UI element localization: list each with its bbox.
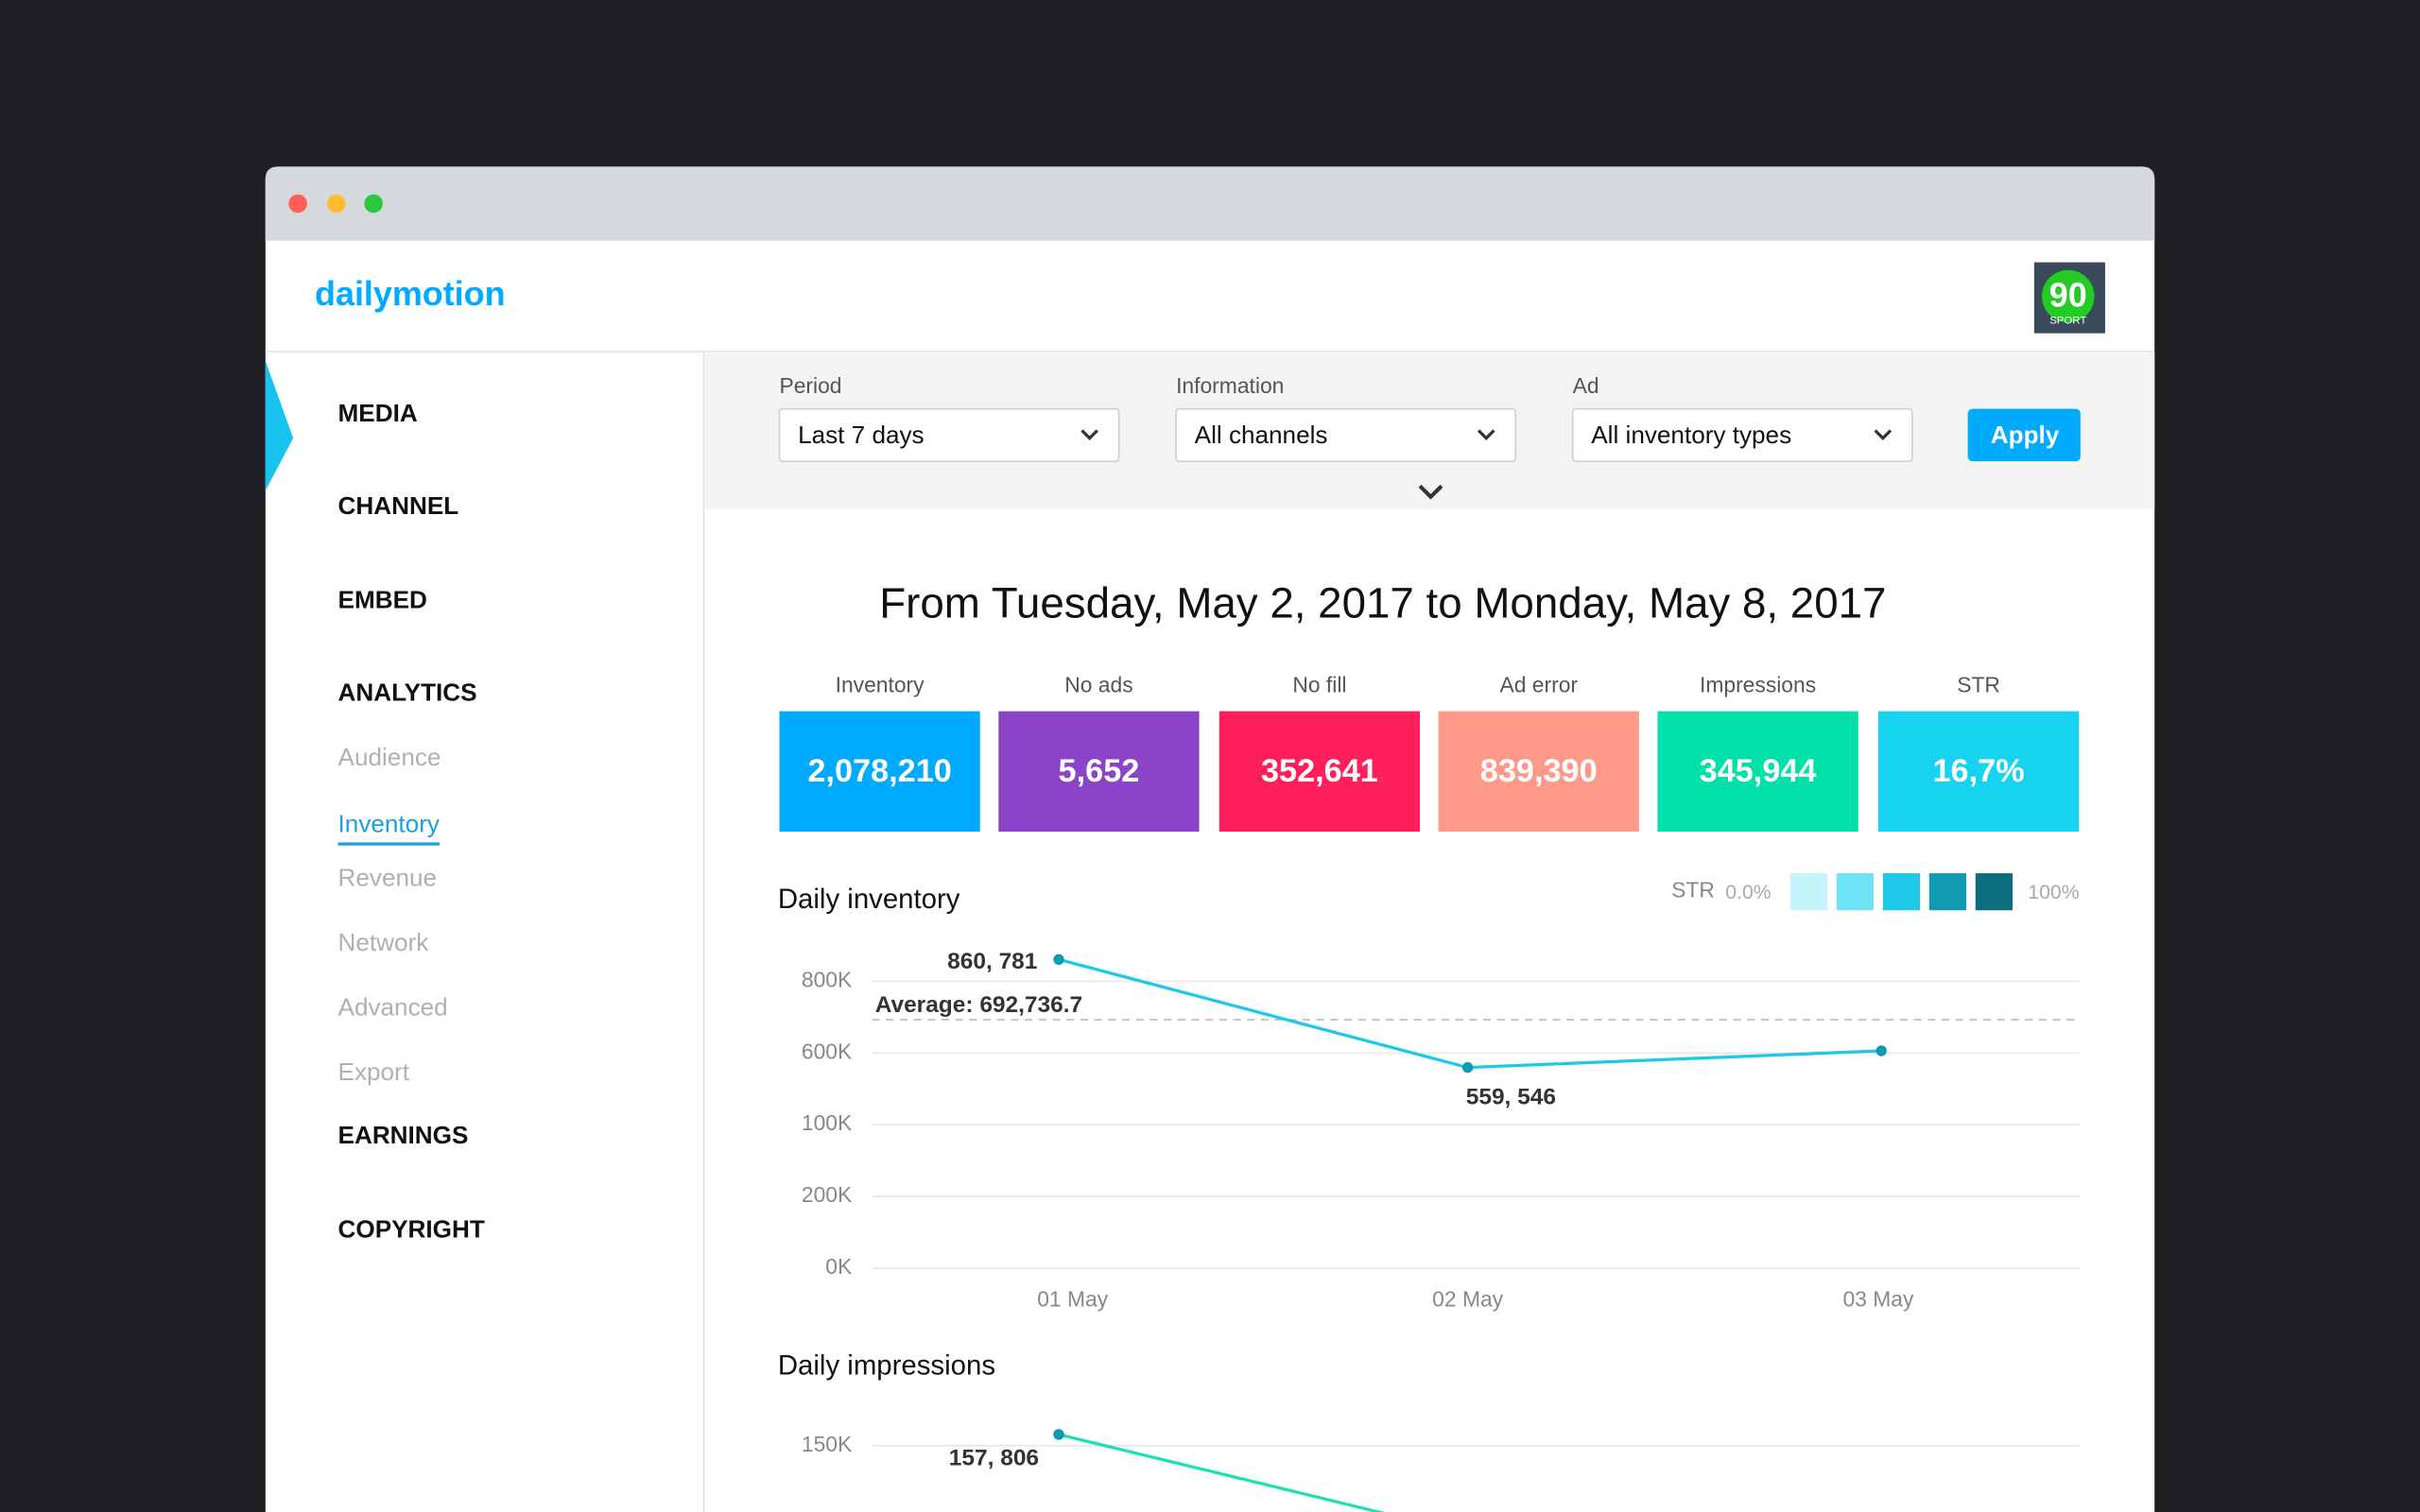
tile-value: 16,7%: [1932, 753, 2024, 789]
close-button[interactable]: [288, 194, 307, 214]
dropdown-value: Last 7 days: [798, 421, 925, 449]
expand-filters[interactable]: [1418, 484, 1443, 500]
avatar-badge: [2042, 269, 2095, 323]
dropdown[interactable]: [778, 407, 1120, 462]
nav-item[interactable]: EARNINGS: [338, 1121, 469, 1149]
y-tick-label: 100K: [802, 1110, 852, 1135]
data-point: [1053, 954, 1064, 966]
y-tick-label: 150K: [802, 1432, 852, 1456]
tile-label: No fill: [1292, 673, 1346, 697]
nav-sub-item[interactable]: Advanced: [338, 993, 448, 1022]
legend-max: 100%: [2028, 882, 2079, 903]
y-tick-label: 600K: [802, 1039, 852, 1063]
tile-value: 5,652: [1059, 753, 1140, 789]
tile-label: Ad error: [1499, 673, 1578, 697]
tile: [1438, 711, 1639, 832]
dropdown[interactable]: [1175, 407, 1517, 462]
filter-label: Ad: [1573, 373, 1599, 398]
x-tick-label: 02 May: [1432, 1286, 1503, 1311]
minimize-button[interactable]: [327, 194, 346, 214]
y-tick-label: 0K: [825, 1254, 852, 1279]
tile-label: Inventory: [836, 673, 925, 697]
nav-item[interactable]: ANALYTICS: [338, 679, 477, 707]
data-point: [1461, 1061, 1474, 1074]
tile: [998, 711, 1200, 832]
data-point: [1876, 1045, 1887, 1057]
chart-title: Daily inventory: [778, 884, 960, 915]
data-label: 860, 781: [947, 949, 1037, 974]
nav-item[interactable]: CHANNEL: [338, 491, 459, 520]
dropdown[interactable]: [1571, 407, 1913, 462]
chart-title: Daily impressions: [778, 1349, 995, 1381]
x-tick-label: 03 May: [1842, 1286, 1913, 1311]
tile-value: 352,641: [1261, 753, 1378, 789]
data-label: 157, 806: [949, 1446, 1039, 1471]
content: MEDIA CHANNEL EMBED ANALYTICS Audience Invent…: [338, 373, 2081, 1512]
sidebar-accent: [265, 361, 294, 491]
legend-swatch: [1789, 873, 1828, 911]
filter-label: Period: [779, 373, 841, 398]
legend-swatch: [1882, 873, 1921, 911]
data-point: [1053, 1429, 1064, 1440]
nav-sub-item[interactable]: Revenue: [338, 864, 438, 892]
y-tick-label: 200K: [802, 1182, 852, 1207]
apply-label: Apply: [1991, 421, 2060, 449]
apply-button[interactable]: [1967, 408, 2081, 462]
nav-sub-item[interactable]: Export: [338, 1057, 410, 1086]
line-series: [1058, 1433, 1386, 1512]
legend-swatch: [1836, 873, 1875, 911]
nav-item[interactable]: EMBED: [338, 586, 427, 614]
logo[interactable]: dailymotion: [315, 274, 505, 313]
maximize-button[interactable]: [364, 194, 383, 214]
dropdown-chevron: [1080, 429, 1098, 440]
tile: [1877, 711, 2080, 832]
avatar-label: SPORT: [2049, 316, 2086, 327]
tile: [1657, 711, 1858, 832]
average-label: Average: 692,736.7: [875, 992, 1082, 1018]
avatar-number: 90: [2049, 276, 2087, 315]
tile-label: Impressions: [1700, 673, 1816, 697]
legend-title: STR: [1671, 878, 1715, 902]
dropdown-value: All channels: [1195, 421, 1328, 449]
nav-item[interactable]: COPYRIGHT: [338, 1215, 485, 1244]
period-heading: From Tuesday, May 2, 2017 to Monday, May…: [879, 579, 1886, 627]
nav-sub-item[interactable]: Inventory: [338, 809, 440, 837]
tile-label: STR: [1957, 673, 2000, 697]
nav-item[interactable]: MEDIA: [338, 399, 418, 427]
data-label: 559, 546: [1466, 1085, 1556, 1110]
active-underline: [337, 842, 440, 846]
tile-value: 2,078,210: [807, 753, 951, 789]
nav-sub-item[interactable]: Network: [338, 928, 430, 956]
legend-swatch: [1975, 873, 2013, 911]
legend-swatch: [1928, 873, 1966, 911]
dropdown-chevron: [1477, 429, 1495, 440]
legend-min: 0.0%: [1725, 882, 1771, 903]
y-tick-label: 800K: [802, 967, 852, 991]
dropdown-chevron: [1874, 429, 1893, 440]
dropdown-value: All inventory types: [1591, 421, 1791, 449]
tile-value: 345,944: [1700, 753, 1817, 789]
nav-sub-item[interactable]: Audience: [338, 743, 441, 771]
tile: [1219, 711, 1421, 832]
title-bar: [265, 166, 2155, 241]
filter-label: Information: [1176, 373, 1284, 398]
tile: [779, 711, 980, 832]
tile-label: No ads: [1064, 673, 1132, 697]
tile-value: 839,390: [1480, 753, 1598, 789]
x-tick-label: 01 May: [1037, 1286, 1108, 1311]
